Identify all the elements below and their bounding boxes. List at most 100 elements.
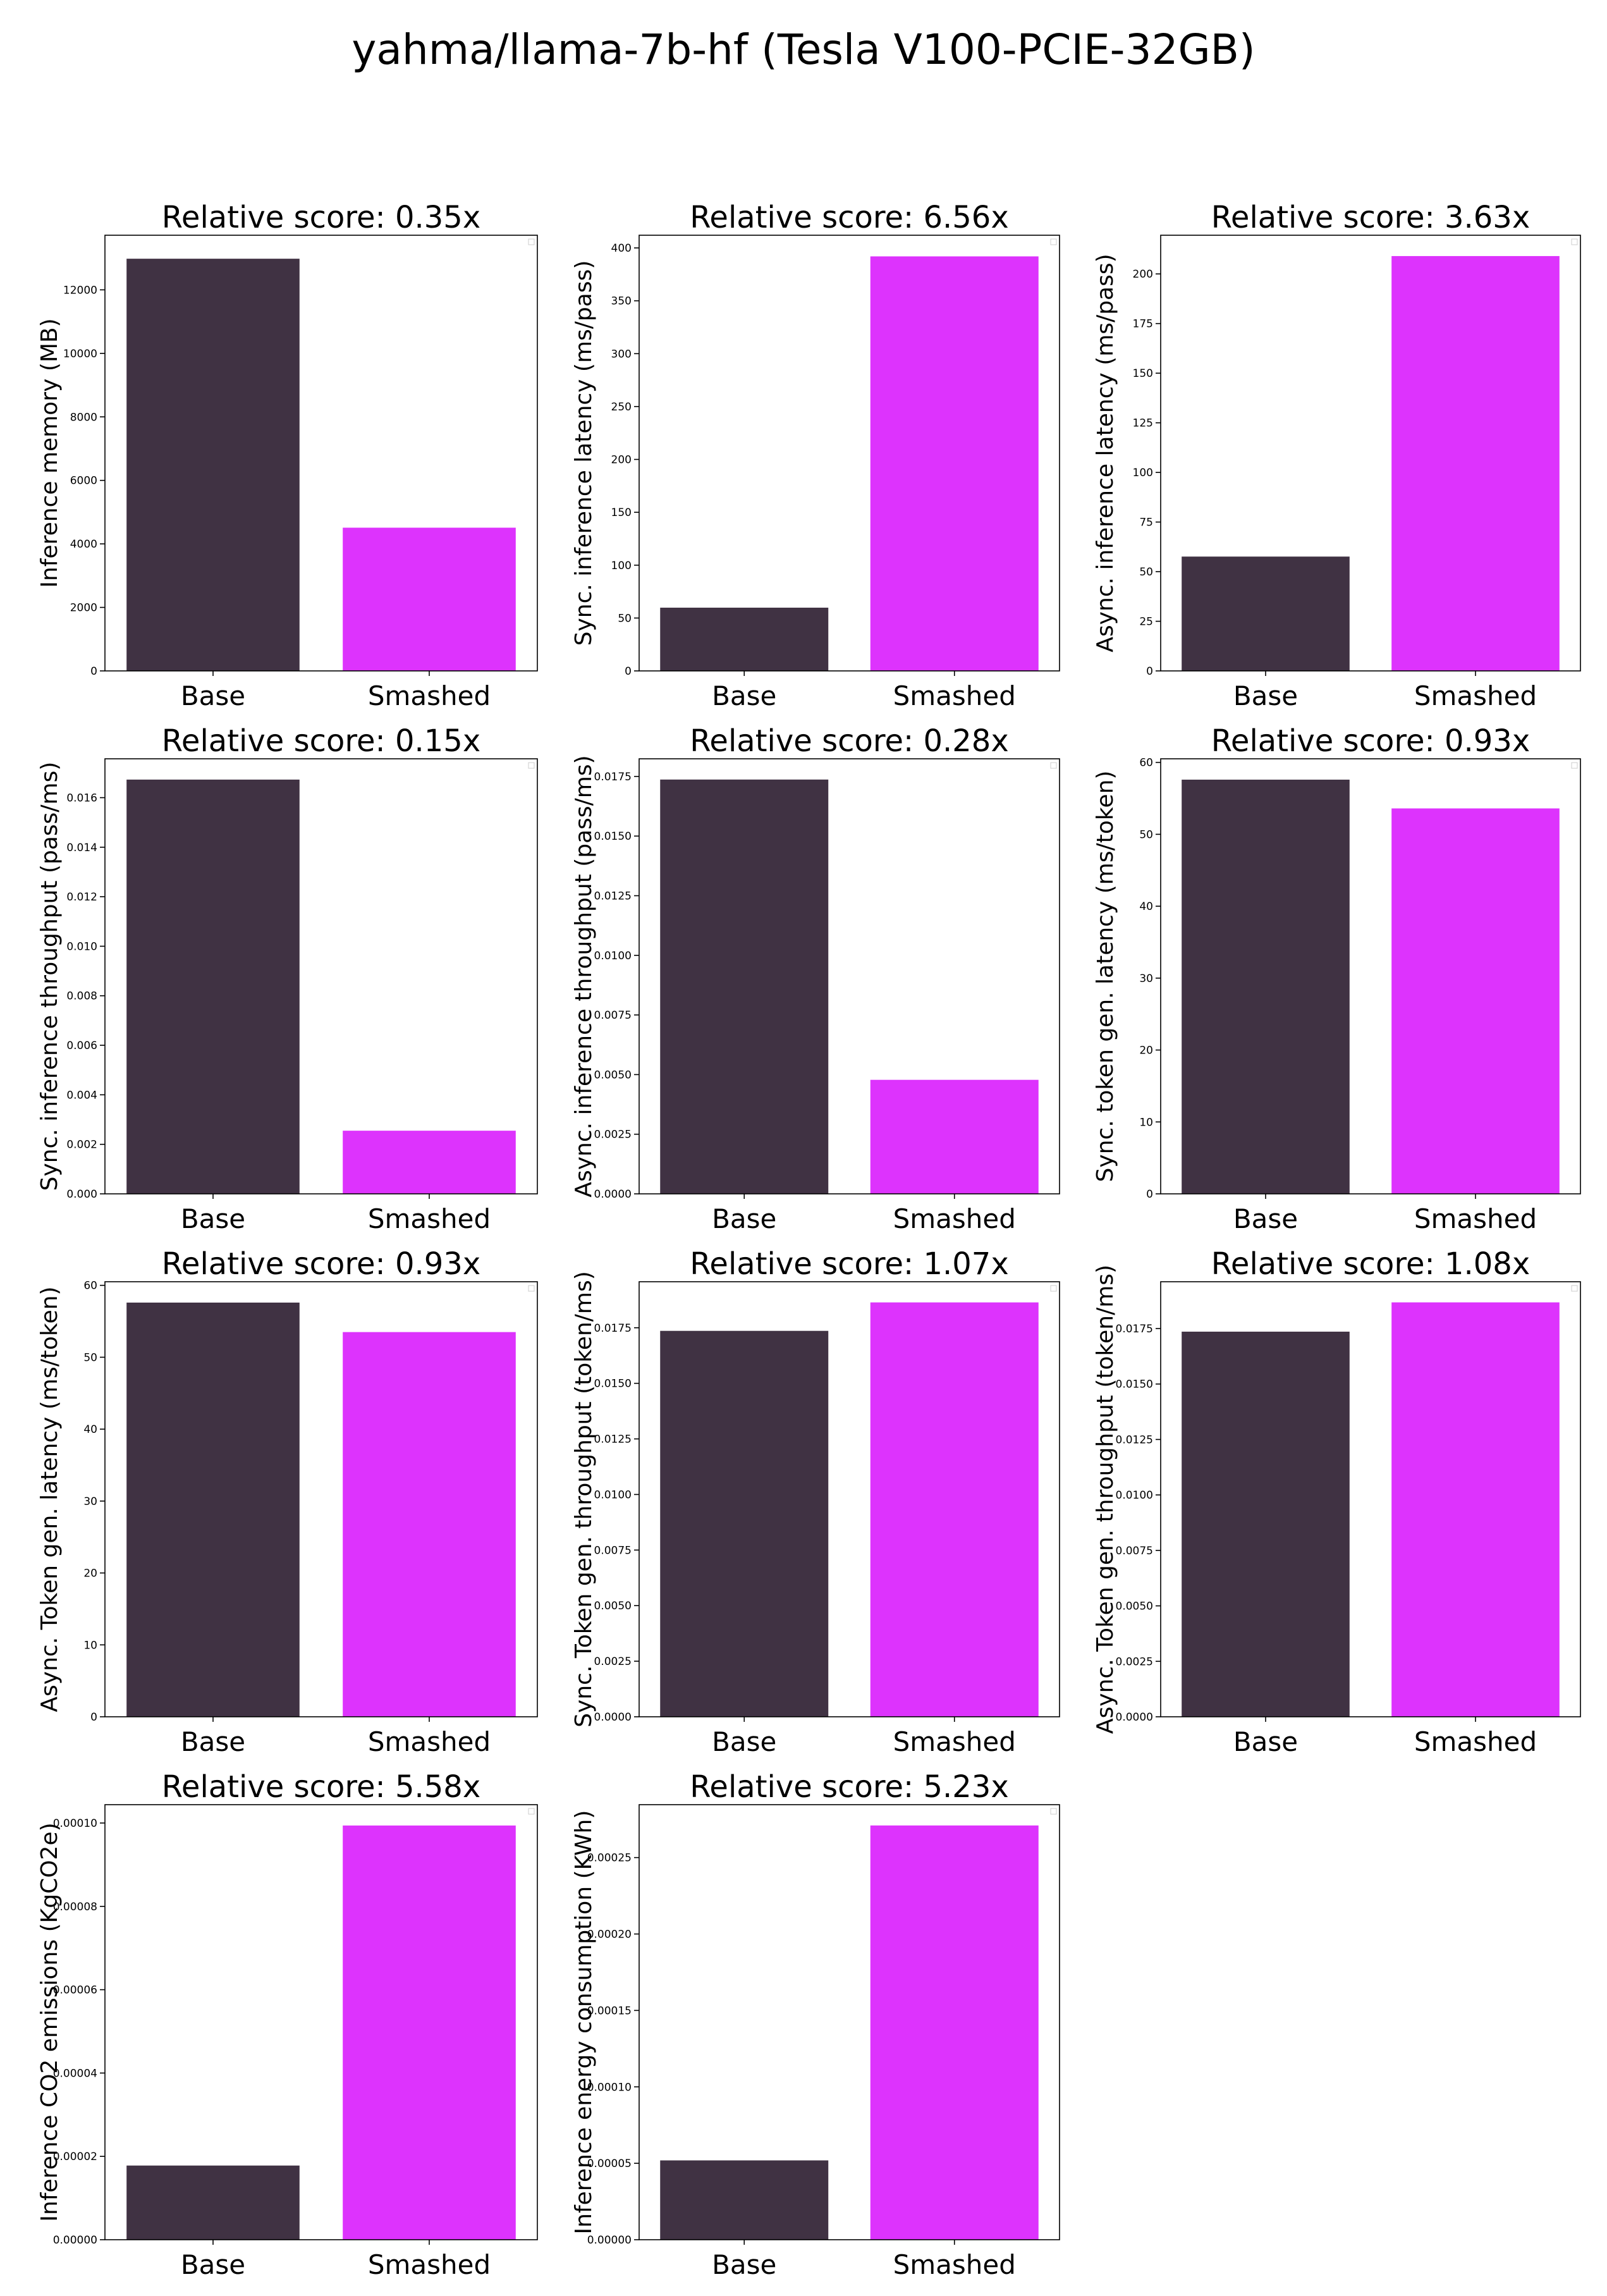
y-tick-label: 0.0125 [1116,1433,1153,1446]
y-tick-label: 40 [83,1423,97,1436]
x-tick-label: Base [1233,1726,1298,1757]
x-tick-label: Smashed [1414,1726,1537,1757]
y-tick-label: 0.012 [66,891,97,904]
y-tick-label: 0.00025 [587,1852,632,1865]
y-tick-label: 50 [618,612,632,625]
y-tick-label: 350 [611,295,632,308]
bar-base [126,779,300,1194]
y-tick-label: 0 [1146,665,1153,678]
bar-base [126,259,300,671]
y-tick-label: 0.0100 [1116,1489,1153,1502]
y-tick-label: 0.0150 [594,1378,632,1390]
y-tick-label: 0.0100 [594,950,632,962]
legend-box [1050,1808,1057,1815]
y-tick-label: 150 [611,506,632,519]
y-tick-label: 100 [611,560,632,572]
panel-title: Relative score: 5.23x [690,1769,1009,1805]
x-tick-label: Smashed [368,2249,491,2280]
chart-panel-1: 0 2000 4000 6000 8000 10000 12000 Base Smashed Re… [37,200,538,711]
x-tick-label: Smashed [368,1203,491,1234]
y-axis-label: Inference CO2 emissions (KgCO2e) [37,1822,63,2221]
y-tick-label: 0.0150 [594,830,632,843]
y-tick-label: 0.0175 [1116,1323,1153,1335]
axes-frame [1160,758,1581,1194]
y-tick-label: 12000 [63,284,97,297]
y-tick-label: 200 [1133,268,1153,281]
legend-box [528,1808,535,1815]
chart-panel-2: 0 50 100 150 200 250 300 350 400 Base Smashed Relat… [571,200,1060,711]
x-tick-label: Smashed [368,1726,491,1757]
axes-frame [104,235,538,672]
x-tick-label: Smashed [893,2249,1016,2280]
x-tick-label: Base [181,2249,245,2280]
y-axis-label: Inference energy consumption (KWh) [571,1810,597,2235]
x-tick-label: Smashed [368,680,491,711]
panel-title: Relative score: 1.08x [1211,1246,1531,1282]
y-axis-label: Sync. Token gen. throughput (token/ms) [571,1271,597,1728]
y-tick-label: 50 [1139,566,1153,579]
chart-panel-10: 0.00000 0.00002 0.00004 0.00006 0.00008 0.000… [37,1769,538,2280]
panel-title: Relative score: 0.93x [162,1246,481,1282]
y-tick-label: 0.0050 [594,1069,632,1081]
y-tick-label: 0.00010 [53,1817,97,1830]
bar-smashed [343,527,516,671]
y-tick-label: 0.0050 [1116,1600,1153,1613]
axes-frame [1160,235,1581,672]
x-tick-label: Base [1233,680,1298,711]
y-tick-label: 0.00000 [53,2234,97,2247]
bar-smashed [870,1302,1039,1717]
y-tick-label: 0.0025 [1116,1655,1153,1668]
y-tick-label: 0.00008 [53,1901,97,1913]
bar-base [660,1330,829,1717]
y-tick-label: 0.00010 [587,2081,632,2094]
panel-title: Relative score: 6.56x [690,200,1009,235]
y-tick-label: 40 [1139,900,1153,913]
legend-box [528,1285,535,1292]
y-tick-label: 0.004 [66,1089,97,1102]
y-tick-label: 0.0175 [594,1322,632,1335]
axes-frame [639,758,1060,1194]
y-tick-label: 2000 [70,602,97,615]
figure-title: yahma/llama-7b-hf (Tesla V100-PCIE-32GB) [351,25,1255,74]
y-tick-label: 0.0000 [594,1711,632,1724]
chart-panel-9: 0.0000 0.0025 0.0050 0.0075 0.0100 0.0125 0.01… [1092,1246,1581,1757]
legend-box [1571,1285,1578,1292]
chart-panel-6: 0 10 20 30 40 50 60 Base Smashed Relative score: … [1092,723,1581,1234]
bar-base [660,779,829,1194]
y-tick-label: 20 [1139,1045,1153,1057]
legend-box [1571,238,1578,245]
chart-panel-8: 0.0000 0.0025 0.0050 0.0075 0.0100 0.0125 0.01… [571,1246,1060,1757]
y-tick-label: 0.00006 [53,1984,97,1997]
y-tick-label: 6000 [70,475,97,488]
axes-frame [104,758,538,1194]
legend-box [1571,762,1578,769]
y-tick-label: 0.016 [66,792,97,804]
y-tick-label: 10 [83,1639,97,1652]
y-tick-label: 20 [83,1568,97,1580]
y-tick-label: 10 [1139,1116,1153,1129]
y-tick-label: 0.0150 [1116,1378,1153,1391]
chart-panel-5: 0.0000 0.0025 0.0050 0.0075 0.0100 0.0125 0.01… [571,723,1060,1234]
legend-box [528,762,535,769]
bar-base [1182,1331,1350,1717]
y-tick-label: 0 [1146,1188,1153,1201]
axes-frame [639,235,1060,672]
y-tick-label: 0.0100 [594,1489,632,1501]
y-tick-label: 400 [611,242,632,255]
y-axis-label: Sync. inference latency (ms/pass) [571,261,597,646]
panel-title: Relative score: 0.28x [690,723,1009,759]
y-tick-label: 300 [611,348,632,360]
panel-title: Relative score: 0.35x [162,200,481,235]
legend-box [1050,762,1057,769]
bar-base [1182,556,1350,671]
axes-frame [104,1804,538,2240]
x-tick-label: Smashed [893,1726,1016,1757]
x-tick-label: Smashed [1414,1203,1537,1234]
y-axis-label: Async. Token gen. latency (ms/token) [37,1286,63,1712]
y-tick-label: 0.010 [66,940,97,953]
y-tick-label: 0.0075 [594,1009,632,1022]
bar-base [1182,779,1350,1194]
y-tick-label: 0.0050 [594,1600,632,1612]
y-tick-label: 0.00005 [587,2158,632,2170]
